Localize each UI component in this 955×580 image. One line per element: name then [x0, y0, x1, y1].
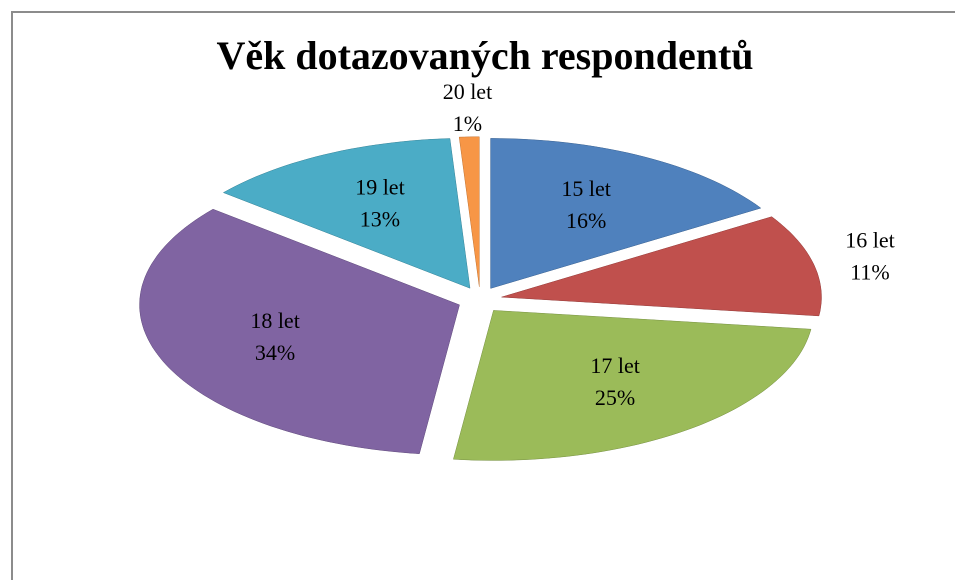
data-label-value: 34%: [255, 340, 295, 365]
data-label-value: 1%: [453, 111, 482, 136]
data-label-value: 13%: [360, 206, 400, 231]
slice: [501, 216, 822, 317]
data-label-category: 18 let: [250, 308, 300, 333]
data-label-category: 20 let: [443, 79, 493, 104]
data-label-category: 17 let: [590, 353, 640, 378]
data-label-value: 11%: [850, 260, 890, 285]
slice: [139, 208, 460, 454]
data-label-value: 25%: [595, 385, 635, 410]
slice: [222, 138, 471, 289]
data-label-category: 19 let: [355, 174, 405, 199]
chart-title: Věk dotazovaných respondentů: [216, 33, 753, 78]
data-label-category: 16 let: [845, 228, 895, 253]
data-label-category: 15 let: [561, 176, 611, 201]
slice: [458, 136, 480, 287]
data-label-value: 16%: [566, 208, 606, 233]
slice: [490, 138, 762, 289]
slice: [453, 310, 812, 461]
